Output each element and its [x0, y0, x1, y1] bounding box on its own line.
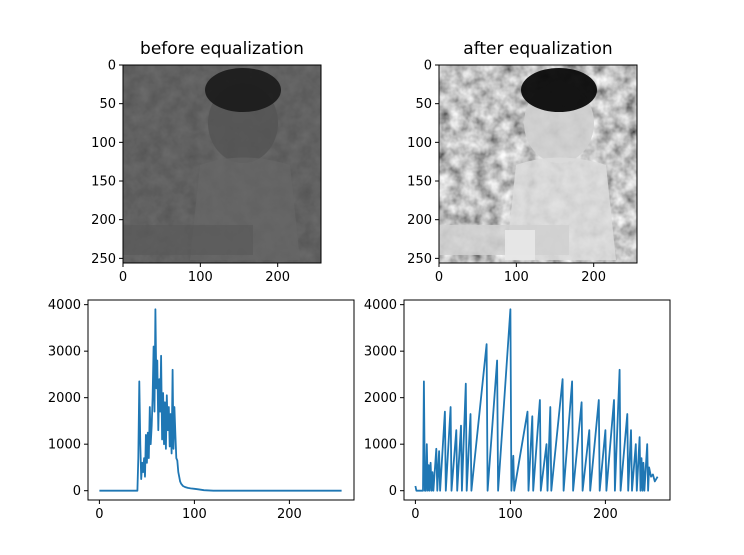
after-image-ytick-label: 0 [424, 59, 432, 74]
after-image-ytick-label: 250 [407, 252, 432, 267]
before-image-ytick-label: 200 [91, 213, 116, 228]
before-image-panel: before equalization 0 100 200 0 50 100 150 200 2… [91, 39, 322, 285]
after-image-panel: after equalization 0 100 200 0 50 100 150 200 25… [407, 39, 638, 285]
after-image-ytick-label: 200 [407, 213, 432, 228]
hist-after-ytick-label: 2000 [364, 391, 397, 406]
hist-before-ytick-label: 0 [73, 484, 81, 499]
before-image-picture [123, 65, 321, 263]
hist-before-xtick-label: 0 [95, 507, 103, 522]
before-image-ytick-label: 100 [91, 136, 116, 151]
hist-after-xtick-label: 0 [411, 507, 419, 522]
after-image-xtick-label: 100 [504, 270, 529, 285]
after-image-picture [439, 65, 637, 263]
after-image-ytick-label: 150 [407, 175, 432, 190]
hist-before-ytick-label: 1000 [48, 438, 81, 453]
hist-before-series-line [99, 308, 342, 492]
before-image-xtick-label: 100 [188, 270, 213, 285]
hist-after-xtick-label: 200 [593, 507, 618, 522]
before-image-ytick-label: 0 [108, 59, 116, 74]
after-image-xtick-label: 0 [435, 270, 443, 285]
hist-after-ytick-label: 4000 [364, 298, 397, 313]
hist-after-series-line [414, 308, 659, 492]
hist-after-ytick-label: 3000 [364, 345, 397, 360]
after-image-xtick-label: 200 [581, 270, 606, 285]
hist-after-xtick-label: 100 [498, 507, 523, 522]
before-image-ytick-label: 250 [91, 252, 116, 267]
before-image-ytick-label: 50 [99, 97, 116, 112]
before-image-xtick-label: 0 [119, 270, 127, 285]
hist-before-frame [87, 299, 355, 501]
before-image-xtick-label: 200 [265, 270, 290, 285]
hist-after-ytick-label: 0 [389, 484, 397, 499]
hist-before-ytick-label: 4000 [48, 298, 81, 313]
hist-before-xtick-label: 100 [182, 507, 207, 522]
hist-before-ytick-label: 3000 [48, 345, 81, 360]
hist-after-ytick-label: 1000 [364, 438, 397, 453]
after-image-ytick-label: 100 [407, 136, 432, 151]
hist-before-xtick-label: 200 [277, 507, 302, 522]
before-image-ytick-label: 150 [91, 175, 116, 190]
after-image-ytick-label: 50 [415, 97, 432, 112]
hist-after-frame [403, 299, 671, 501]
hist-before-ytick-label: 2000 [48, 391, 81, 406]
before-image-title: before equalization [140, 39, 304, 59]
after-image-title: after equalization [463, 39, 612, 59]
